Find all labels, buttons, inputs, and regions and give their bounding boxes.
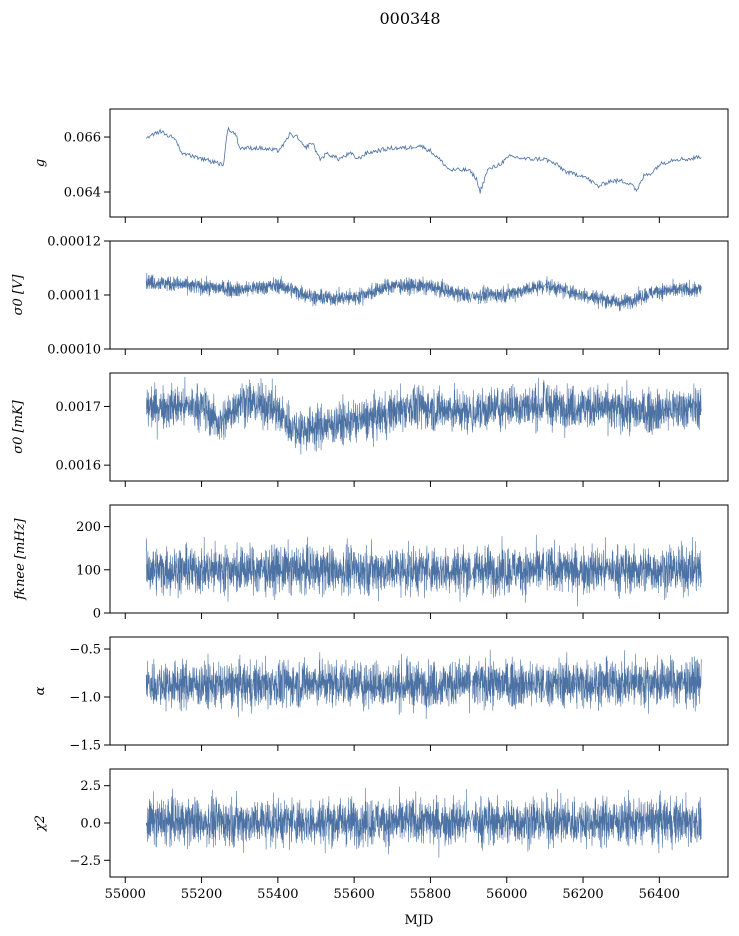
- y-tick-label: −2.5: [69, 854, 101, 869]
- panel-1: 0.064 0.066 g: [33, 108, 729, 223]
- x-tick-label: 56200: [562, 887, 603, 902]
- y-tick-label: 0.0017: [56, 400, 102, 415]
- plot-frame: [109, 372, 729, 482]
- y-axis-label: σ0 [mK]: [11, 399, 26, 453]
- plot-frame: [109, 636, 729, 746]
- plot-frame: [109, 240, 729, 350]
- chart-title: 000348: [379, 9, 440, 28]
- x-tick-label: 56000: [486, 887, 527, 902]
- x-tick-label: 55200: [181, 887, 222, 902]
- y-tick-label: 0.0016: [56, 459, 102, 474]
- x-axis-label: MJD: [405, 913, 434, 928]
- y-axis-label: g: [33, 159, 48, 167]
- panel-2: 0.00010 0.00011 0.00012 σ0 [V]: [11, 235, 729, 358]
- y-tick-label: 0.00011: [47, 289, 101, 304]
- y-tick-label: 0.066: [64, 131, 101, 146]
- y-tick-label: −1.0: [69, 691, 101, 706]
- y-tick-label: 2.5: [80, 779, 101, 794]
- data-series-line: [145, 649, 702, 720]
- plot-frame: [109, 108, 729, 218]
- y-tick-label: −0.5: [69, 643, 101, 658]
- y-tick-label: 0.00012: [47, 235, 101, 250]
- y-tick-label: 0.0: [80, 817, 101, 832]
- y-tick-label: 0.064: [64, 185, 101, 200]
- y-tick-label: 100: [76, 563, 101, 578]
- panel-6: −2.5 0.0 2.5 55000 55200 55400 55600 55800 56000…: [33, 768, 729, 902]
- y-axis-label: α: [33, 686, 48, 695]
- data-series-line: [145, 534, 702, 607]
- x-tick-label: 55400: [257, 887, 298, 902]
- y-axis-label: χ2: [33, 815, 48, 832]
- data-series-line: [145, 786, 702, 858]
- x-tick-label: 56400: [639, 887, 680, 902]
- data-series-line: [145, 126, 702, 194]
- panel-5: −1.5 −1.0 −0.5 α: [33, 636, 729, 754]
- panel-3: 0.0016 0.0017 σ0 [mK]: [11, 372, 729, 487]
- y-tick-label: 0: [93, 607, 101, 622]
- data-series-line: [145, 272, 702, 312]
- y-tick-label: −1.5: [69, 739, 101, 754]
- y-axis-label: σ0 [V]: [11, 274, 26, 316]
- x-tick-label: 55600: [333, 887, 374, 902]
- x-tick-label: 55000: [105, 887, 146, 902]
- plot-frame: [109, 504, 729, 614]
- data-series-line: [145, 376, 702, 455]
- x-tick-label: 55800: [410, 887, 451, 902]
- y-axis-label: fknee [mHz]: [13, 517, 28, 600]
- panel-4: 0 100 200 fknee [mHz]: [13, 504, 729, 622]
- y-tick-label: 200: [76, 520, 101, 535]
- y-tick-label: 0.00010: [47, 343, 101, 358]
